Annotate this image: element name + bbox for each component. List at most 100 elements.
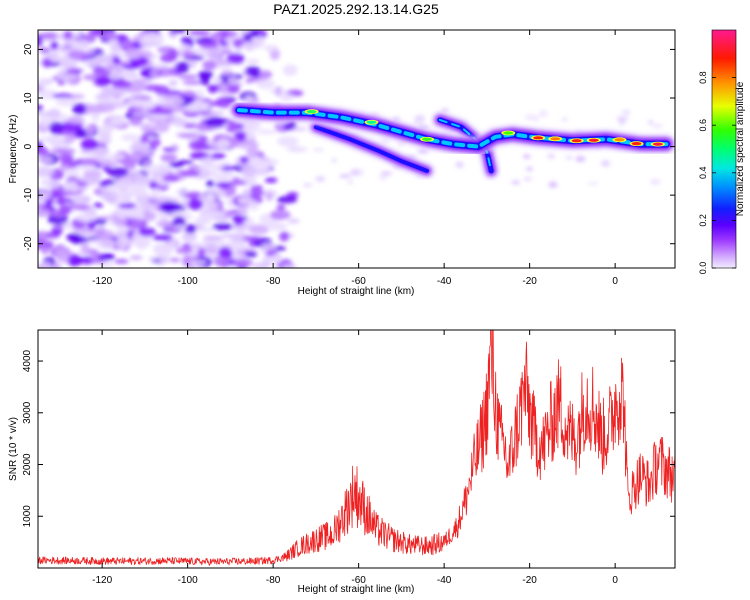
spectrogram-noise-blob bbox=[124, 47, 144, 59]
snr-panel: -120 -100 -80 -60 -40 -20 0 1000 2000 3000 4000 H… bbox=[8, 329, 676, 595]
colorbar: 0.0 0.2 0.4 0.6 0.8 Normalized spectral ampl… bbox=[698, 29, 746, 274]
colorbar-tick-label: 0.4 bbox=[698, 167, 708, 180]
spectrogram-noise-blob bbox=[242, 144, 252, 150]
colorbar-frame bbox=[711, 29, 737, 269]
spectrogram-noise-blob bbox=[109, 153, 126, 161]
spectrogram-noise-blob bbox=[110, 68, 123, 80]
spectrogram-noise-blob bbox=[331, 158, 337, 162]
spectrogram-noise-blob bbox=[241, 165, 257, 178]
spectrogram-noise-blob bbox=[523, 177, 533, 181]
spectrogram-noise-blob bbox=[150, 188, 162, 194]
spectrogram-noise-blob bbox=[269, 209, 291, 220]
spectrogram-noise-blob bbox=[587, 181, 599, 185]
spectrogram-noise-blob bbox=[276, 204, 286, 211]
spectrogram-noise-blob bbox=[99, 180, 110, 188]
spectrogram-noise-blob bbox=[115, 237, 129, 249]
spectrogram-noise-blob bbox=[189, 260, 208, 265]
spectrogram-noise-blob bbox=[155, 67, 175, 77]
spectrogram-noise-blob bbox=[54, 141, 71, 147]
spectrogram-noise-blob bbox=[117, 208, 126, 220]
snr-x-tick-label: -60 bbox=[351, 575, 366, 586]
spectrogram-noise-blob bbox=[548, 181, 558, 188]
spectrogram-noise-blob bbox=[202, 60, 217, 71]
snr-x-tick-label: -20 bbox=[522, 575, 537, 586]
spectrogram-noise-blob bbox=[42, 57, 52, 68]
spectrogram-noise-blob bbox=[175, 247, 194, 254]
spectrogram-noise-blob bbox=[38, 208, 51, 218]
spectrogram-noise-blob bbox=[233, 48, 243, 55]
snr-x-tick-label: 0 bbox=[612, 575, 618, 586]
spectrogram-noise-blob bbox=[276, 195, 298, 204]
spectrogram-hotspot bbox=[550, 137, 561, 141]
spectrogram-noise-blob bbox=[312, 147, 325, 153]
spectrogram-noise-blob bbox=[161, 104, 175, 110]
spectrogram-noise-blob bbox=[522, 154, 531, 159]
spectrogram-noise-blob bbox=[82, 164, 97, 172]
spectrogram-noise-blob bbox=[245, 78, 254, 84]
spectrogram-noise-blob bbox=[67, 203, 88, 211]
spectrogram-noise-blob bbox=[265, 191, 274, 202]
spectrogram-noise-blob bbox=[209, 170, 220, 178]
spectrogram-noise-blob bbox=[227, 83, 240, 94]
spectrogram-noise-blob bbox=[88, 30, 106, 37]
spectrogram-noise-blob bbox=[94, 229, 115, 240]
spectrogram-noise-blob bbox=[173, 225, 187, 230]
spectrogram-noise-blob bbox=[621, 110, 631, 115]
spectrogram-noise-blob bbox=[38, 77, 48, 89]
spectrogram-noise-blob bbox=[264, 177, 278, 184]
spectrogram-noise-blob bbox=[142, 84, 163, 92]
spectrogram-noise-blob bbox=[239, 156, 249, 164]
spectrogram-noise-blob bbox=[168, 161, 184, 168]
spectrogram-noise-blob bbox=[63, 181, 80, 193]
spectrogram-noise-blob bbox=[575, 155, 586, 163]
spectrogram-noise-blob bbox=[347, 179, 354, 185]
snr-x-tick-label: -120 bbox=[92, 575, 112, 586]
spectrogram-noise-blob bbox=[565, 155, 573, 160]
spectrogram-noise-blob bbox=[131, 111, 153, 117]
spectrogram-noise-blob bbox=[147, 256, 158, 261]
spectrogram-noise-blob bbox=[533, 115, 540, 122]
spectrogram-hotspot bbox=[533, 136, 544, 140]
spectrogram-noise-blob bbox=[75, 213, 97, 222]
spectrogram-y-tick-label: -20 bbox=[23, 236, 34, 251]
spectrogram-noise-blob bbox=[140, 124, 157, 133]
spectrogram-noise-blob bbox=[215, 96, 233, 108]
spectrogram-noise-blob bbox=[38, 146, 49, 154]
spectrogram-noise-blob bbox=[199, 73, 210, 86]
spectrogram-noise-blob bbox=[226, 264, 238, 268]
spectrogram-noise-blob bbox=[238, 207, 248, 217]
spectrogram-x-tick-label: -40 bbox=[437, 276, 452, 287]
spectrogram-noise-blob bbox=[231, 243, 244, 251]
spectrogram-noise-blob bbox=[155, 195, 174, 203]
spectrogram-noise-blob bbox=[175, 188, 189, 196]
spectrogram-y-tick-label: -10 bbox=[23, 187, 34, 202]
spectrogram-noise-blob bbox=[148, 138, 161, 148]
spectrogram-noise-blob bbox=[53, 224, 64, 230]
spectrogram-noise-blob bbox=[80, 138, 100, 150]
spectrogram-noise-blob bbox=[118, 158, 140, 165]
spectrogram-noise-blob bbox=[212, 76, 222, 84]
spectrogram-noise-blob bbox=[212, 222, 234, 231]
spectrogram-noise-blob bbox=[562, 117, 568, 122]
spectrogram-noise-blob bbox=[96, 238, 116, 250]
spectrogram-noise-blob bbox=[133, 175, 148, 182]
spectrogram-noise-blob bbox=[252, 262, 270, 268]
spectrogram-noise-blob bbox=[125, 208, 144, 219]
spectrogram-noise-blob bbox=[121, 60, 131, 66]
spectrogram-x-tick-label: -100 bbox=[178, 276, 198, 287]
spectrogram-noise-blob bbox=[202, 235, 223, 240]
spectrogram-noise-blob bbox=[147, 193, 160, 201]
spectrogram-noise-blob bbox=[159, 53, 176, 63]
spectrogram-noise-blob bbox=[289, 146, 302, 151]
spectrogram-noise-blob bbox=[95, 76, 112, 87]
colorbar-tick-label: 0.6 bbox=[698, 119, 708, 132]
spectrogram-noise-blob bbox=[59, 114, 68, 123]
spectrogram-noise-blob bbox=[265, 256, 283, 264]
spectrogram-noise-blob bbox=[38, 111, 55, 117]
spectrogram-noise-blob bbox=[219, 49, 233, 55]
spectrogram-noise-blob bbox=[138, 227, 156, 237]
spectrogram-noise-blob bbox=[651, 123, 663, 129]
spectrogram-noise-blob bbox=[156, 219, 174, 229]
